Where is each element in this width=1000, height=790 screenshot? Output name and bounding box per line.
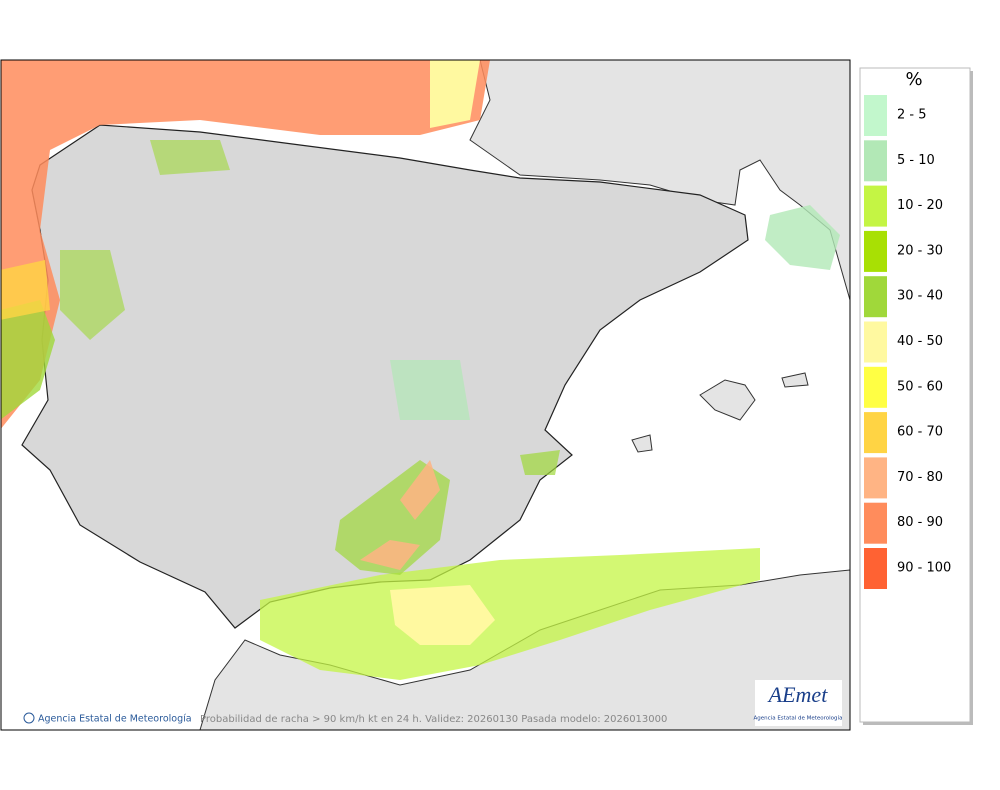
logo-subtitle: Agencia Estatal de Meteorología xyxy=(754,715,843,722)
legend-label: 60 - 70 xyxy=(897,425,943,440)
map-area xyxy=(1,60,850,730)
legend-label: 70 - 80 xyxy=(897,470,943,485)
legend-swatch xyxy=(864,95,887,136)
legend-label: 2 - 5 xyxy=(897,108,927,123)
logo-box xyxy=(755,680,842,726)
legend-label: 10 - 20 xyxy=(897,198,943,213)
legend-swatch xyxy=(864,502,887,544)
legend-label: 50 - 60 xyxy=(897,379,943,394)
logo: AEmet xyxy=(767,682,829,707)
legend-label: 80 - 90 xyxy=(897,515,943,530)
copyright-icon xyxy=(23,712,35,724)
legend-swatch xyxy=(864,230,887,272)
legend-label: 5 - 10 xyxy=(897,153,935,168)
legend-label: 30 - 40 xyxy=(897,289,943,304)
legend-label: 40 - 50 xyxy=(897,334,943,349)
legend-swatch xyxy=(864,366,887,408)
legend-swatch xyxy=(864,548,887,589)
legend-label: 20 - 30 xyxy=(897,243,943,258)
legend-swatch xyxy=(864,321,887,363)
map-frame xyxy=(0,59,851,731)
footer-credit: Agencia Estatal de Meteorología xyxy=(38,714,192,725)
legend-swatch xyxy=(864,412,887,454)
legend-label: 90 - 100 xyxy=(897,561,951,576)
legend-title: % xyxy=(905,69,922,90)
legend-items: 2 - 5 5 - 10 10 - 20 20 - 30 30 - 40 40 - 50 5… xyxy=(864,95,951,589)
legend-swatch xyxy=(864,457,887,499)
legend-swatch xyxy=(864,140,887,182)
legend-swatch xyxy=(864,276,887,318)
caption: Probabilidad de racha > 90 km/h kt en 24… xyxy=(200,714,667,725)
legend-swatch xyxy=(864,185,887,227)
